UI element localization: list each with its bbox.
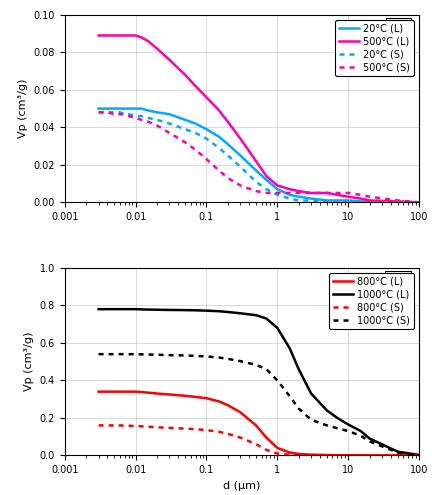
Legend: 800°C (L), 1000°C (L), 800°C (S), 1000°C (S): 800°C (L), 1000°C (L), 800°C (S), 1000°C… [329,273,414,329]
Y-axis label: Vp (cm³/g): Vp (cm³/g) [24,332,34,392]
Legend: 20°C (L), 500°C (L), 20°C (S), 500°C (S): 20°C (L), 500°C (L), 20°C (S), 500°C (S) [335,20,414,76]
Text: (a): (a) [388,20,408,34]
Text: (b): (b) [388,274,408,287]
X-axis label: d (μm): d (μm) [223,481,260,491]
Y-axis label: Vp (cm³/g): Vp (cm³/g) [18,79,28,138]
